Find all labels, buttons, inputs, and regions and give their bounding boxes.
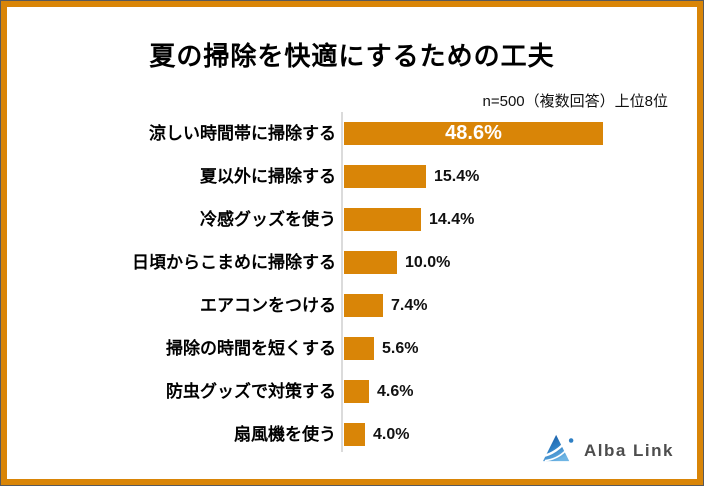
bar-label: 防虫グッズで対策する <box>166 382 336 401</box>
bar <box>344 380 369 403</box>
bar-value: 4.0% <box>373 426 410 443</box>
axis-baseline <box>341 112 343 452</box>
bar-value: 10.0% <box>405 254 451 271</box>
bar-label: 涼しい時間帯に掃除する <box>149 124 336 143</box>
bar-value: 15.4% <box>434 168 480 185</box>
bar <box>344 423 365 446</box>
bar-label: 掃除の時間を短くする <box>166 339 336 358</box>
brand-logo-text: Alba Link <box>583 440 674 460</box>
brand-logo: Alba Link <box>540 433 674 468</box>
bar <box>344 208 421 231</box>
bar <box>344 251 397 274</box>
bar-value: 5.6% <box>382 340 419 357</box>
alba-link-triangle-icon <box>540 433 574 468</box>
bar-label: 冷感グッズを使う <box>200 210 336 229</box>
bar <box>344 337 374 360</box>
bar-label: エアコンをつける <box>200 296 336 315</box>
bar-value: 7.4% <box>391 297 428 314</box>
page-title: 夏の掃除を快適にするための工夫 <box>149 41 555 71</box>
bar-value: 48.6% <box>445 122 502 144</box>
sample-size-note: n=500（複数回答）上位8位 <box>482 93 668 110</box>
bar <box>344 165 426 188</box>
bar-label: 扇風機を使う <box>234 425 336 444</box>
bar-value: 14.4% <box>429 211 475 228</box>
bar: 48.6% <box>344 122 603 145</box>
bar-label: 日頃からこまめに掃除する <box>132 253 336 272</box>
bar <box>344 294 383 317</box>
bar-label: 夏以外に掃除する <box>200 167 336 186</box>
bar-value: 4.6% <box>377 383 414 400</box>
